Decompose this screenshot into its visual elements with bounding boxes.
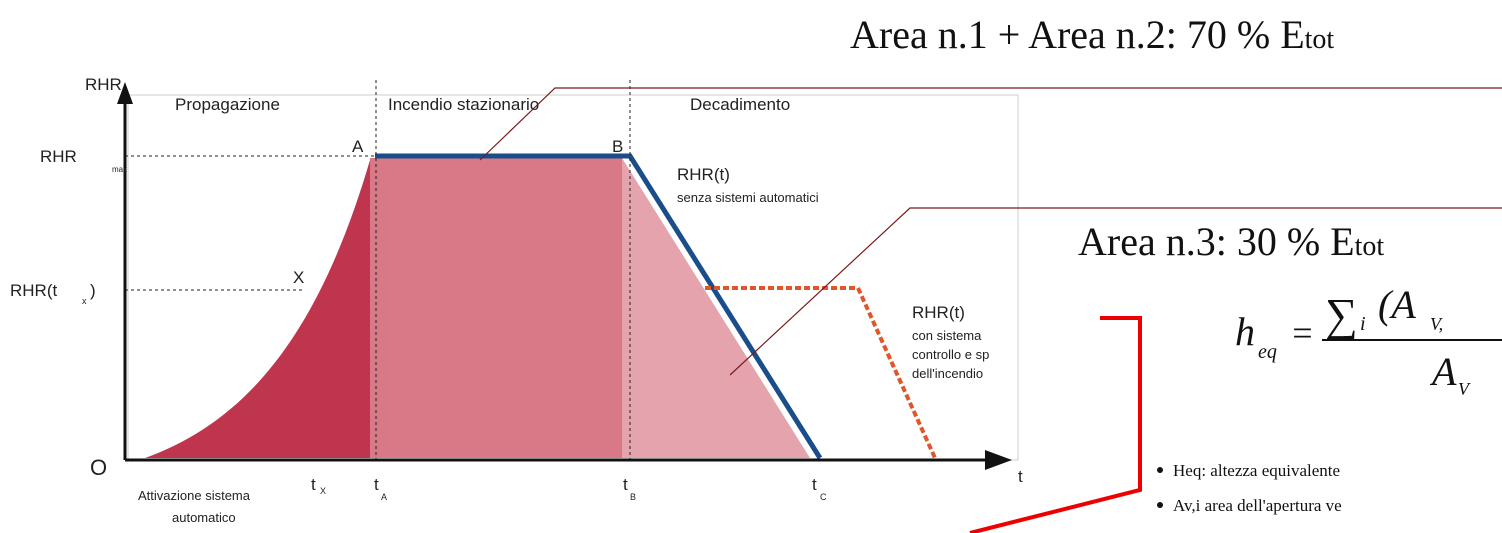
y-label: ) <box>90 281 96 300</box>
formula-sub: V, <box>1430 314 1443 334</box>
point: X <box>293 268 304 287</box>
curve-note: controllo e sp <box>912 347 989 362</box>
y-label: RHR(t <box>10 281 57 300</box>
y-label: RHR <box>40 147 77 166</box>
activation: Attivazione sistema <box>138 488 251 503</box>
formula-sub: V <box>1458 379 1471 399</box>
callouts <box>479 87 1502 376</box>
formula-lhs: h <box>1235 309 1255 354</box>
point: A <box>352 137 364 156</box>
curve-with <box>705 286 937 459</box>
area-1 <box>145 160 370 458</box>
phase: Incendio stazionario <box>388 95 539 114</box>
x-label-sub: B <box>630 492 636 502</box>
x-label: t <box>374 475 379 494</box>
x-axis-label: t <box>1018 467 1023 486</box>
y-axis-label: RHR <box>85 75 122 94</box>
x-label: t <box>311 475 316 494</box>
phase: Propagazione <box>175 95 280 114</box>
red-connector <box>969 316 1142 533</box>
curve-title: RHR(t) <box>912 303 965 322</box>
x-label-sub: C <box>820 492 827 502</box>
activation: automatico <box>172 510 236 525</box>
point: B <box>612 137 623 156</box>
curve-note: dell'incendio <box>912 366 983 381</box>
header-line: Area n.3: 30 % Etot <box>1078 219 1384 264</box>
header-text: Area n.1 + Area n.2: 70 % E <box>850 12 1305 57</box>
formula-sub: i <box>1360 313 1366 335</box>
curve-note: con sistema <box>912 328 982 343</box>
phase: Decadimento <box>690 95 790 114</box>
axes <box>123 100 990 462</box>
area-3 <box>622 158 810 458</box>
header-sub: tot <box>1305 24 1335 55</box>
x-arrow <box>985 450 1012 470</box>
formula-sub: eq <box>1258 341 1277 363</box>
area-2 <box>370 158 622 458</box>
header-text: Area n.3: 30 % E <box>1078 219 1355 264</box>
curve-title: RHR(t) <box>677 165 730 184</box>
x-label-sub: A <box>381 492 387 502</box>
formula-eq: = <box>1290 313 1314 353</box>
x-label-sub: X <box>320 486 326 496</box>
formula-num: (A <box>1378 282 1416 327</box>
header-line: Area n.1 + Area n.2: 70 % Etot <box>850 12 1334 57</box>
formula-den: A <box>1429 349 1457 394</box>
guides <box>125 80 631 460</box>
header-sub: tot <box>1355 231 1385 262</box>
formula: h eq = ∑ i (A V, A V <box>1235 282 1502 399</box>
bullet-dot <box>1157 467 1163 473</box>
curve-note: senza sistemi automatici <box>677 190 819 205</box>
bullet: Av,i area dell'apertura ve <box>1173 496 1342 515</box>
y-label-sub: x <box>82 296 87 306</box>
bullet: Heq: altezza equivalente <box>1173 461 1340 480</box>
bullet-dot <box>1157 502 1163 508</box>
x-label: t <box>623 475 628 494</box>
x-label: t <box>812 475 817 494</box>
y-arrow <box>117 82 133 104</box>
formula-sum: ∑ <box>1325 289 1358 340</box>
curve-without <box>375 153 823 460</box>
y-label-sub: max <box>112 165 127 174</box>
origin: O <box>90 455 107 480</box>
